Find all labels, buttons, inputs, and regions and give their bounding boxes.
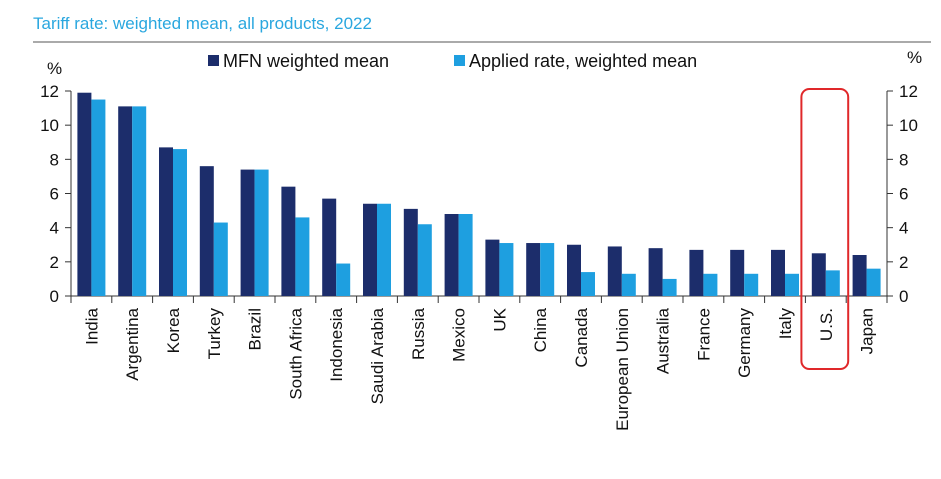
bar-mfn: [403, 208, 418, 296]
bar-applied: [213, 222, 228, 296]
bar-applied: [132, 106, 147, 296]
right-tick-label: 4: [899, 219, 908, 238]
bar-mfn: [118, 106, 133, 296]
bar-applied: [744, 273, 759, 296]
chart-title: Tariff rate: weighted mean, all products…: [33, 14, 372, 33]
bar-applied: [91, 99, 106, 297]
bar-applied: [499, 243, 514, 296]
legend: MFN weighted mean Applied rate, weighted…: [208, 51, 697, 71]
category-label: UK: [490, 307, 509, 331]
bar-applied: [621, 273, 636, 296]
legend-label-applied: Applied rate, weighted mean: [469, 51, 697, 71]
category-label: Russia: [409, 307, 428, 360]
category-label: Canada: [572, 307, 591, 367]
right-tick-label: 10: [899, 116, 918, 135]
bar-applied: [785, 273, 799, 296]
bar-applied: [173, 149, 187, 296]
left-tick-label: 12: [40, 82, 59, 101]
category-label: U.S.: [817, 308, 836, 341]
category-label: Australia: [654, 307, 673, 374]
right-tick-label: 8: [899, 150, 908, 169]
category-label: European Union: [613, 308, 632, 431]
highlight-box: [800, 88, 850, 370]
bars: [77, 92, 881, 297]
category-label: Japan: [858, 308, 877, 354]
bar-applied: [662, 278, 677, 296]
bar-mfn: [567, 244, 581, 296]
category-label: South Africa: [286, 307, 305, 399]
category-label: France: [694, 308, 713, 361]
category-label: Turkey: [205, 308, 224, 360]
legend-swatch-mfn: [208, 55, 219, 66]
bar-mfn: [852, 255, 867, 296]
left-tick-label: 2: [50, 253, 59, 272]
category-label: China: [531, 307, 550, 352]
bar-mfn: [322, 198, 337, 296]
right-tick-label: 2: [899, 253, 908, 272]
bar-mfn: [199, 166, 214, 296]
bar-mfn: [363, 203, 377, 296]
bar-mfn: [159, 147, 173, 296]
right-tick-label: 0: [899, 287, 908, 306]
left-tick-label: 4: [50, 219, 59, 238]
bar-mfn: [485, 239, 500, 296]
left-tick-label: 8: [50, 150, 59, 169]
left-axis-unit: %: [47, 59, 62, 78]
right-tick-label: 12: [899, 82, 918, 101]
bar-mfn: [689, 249, 704, 296]
bar-applied: [254, 169, 269, 296]
bar-mfn: [444, 214, 459, 296]
category-label: India: [82, 307, 101, 344]
left-tick-label: 10: [40, 116, 59, 135]
bar-mfn: [730, 249, 745, 296]
category-label: Mexico: [450, 308, 469, 362]
bar-mfn: [281, 186, 296, 296]
category-label: Italy: [776, 308, 795, 340]
bar-mfn: [240, 169, 255, 296]
category-label: Brazil: [246, 308, 265, 351]
bar-applied: [417, 224, 432, 296]
bar-mfn: [648, 248, 663, 296]
bar-applied: [458, 214, 473, 296]
category-label: Indonesia: [327, 307, 346, 381]
bar-mfn: [607, 246, 622, 296]
bar-applied: [866, 268, 881, 296]
left-tick-label: 0: [50, 287, 59, 306]
highlight-rect: [800, 88, 850, 370]
category-label: Argentina: [123, 307, 142, 380]
bar-mfn: [77, 92, 92, 296]
bar-applied: [581, 272, 595, 296]
right-tick-label: 6: [899, 185, 908, 204]
bar-applied: [377, 203, 391, 296]
legend-swatch-applied: [454, 55, 465, 66]
category-label: Korea: [164, 307, 183, 353]
category-label: Saudi Arabia: [368, 307, 387, 404]
category-labels: India Argentina Korea Turkey Brazil South Afr…: [82, 307, 876, 431]
right-axis-unit: %: [907, 48, 922, 67]
bar-mfn: [771, 249, 785, 296]
bar-applied: [825, 270, 840, 296]
bar-applied: [540, 243, 555, 296]
category-label: Germany: [735, 308, 754, 378]
bar-applied: [336, 263, 351, 296]
bar-applied: [295, 217, 310, 296]
left-tick-label: 6: [50, 185, 59, 204]
legend-label-mfn: MFN weighted mean: [223, 51, 389, 71]
bar-mfn: [526, 243, 541, 296]
bar-applied: [703, 273, 718, 296]
bar-mfn: [811, 253, 826, 296]
